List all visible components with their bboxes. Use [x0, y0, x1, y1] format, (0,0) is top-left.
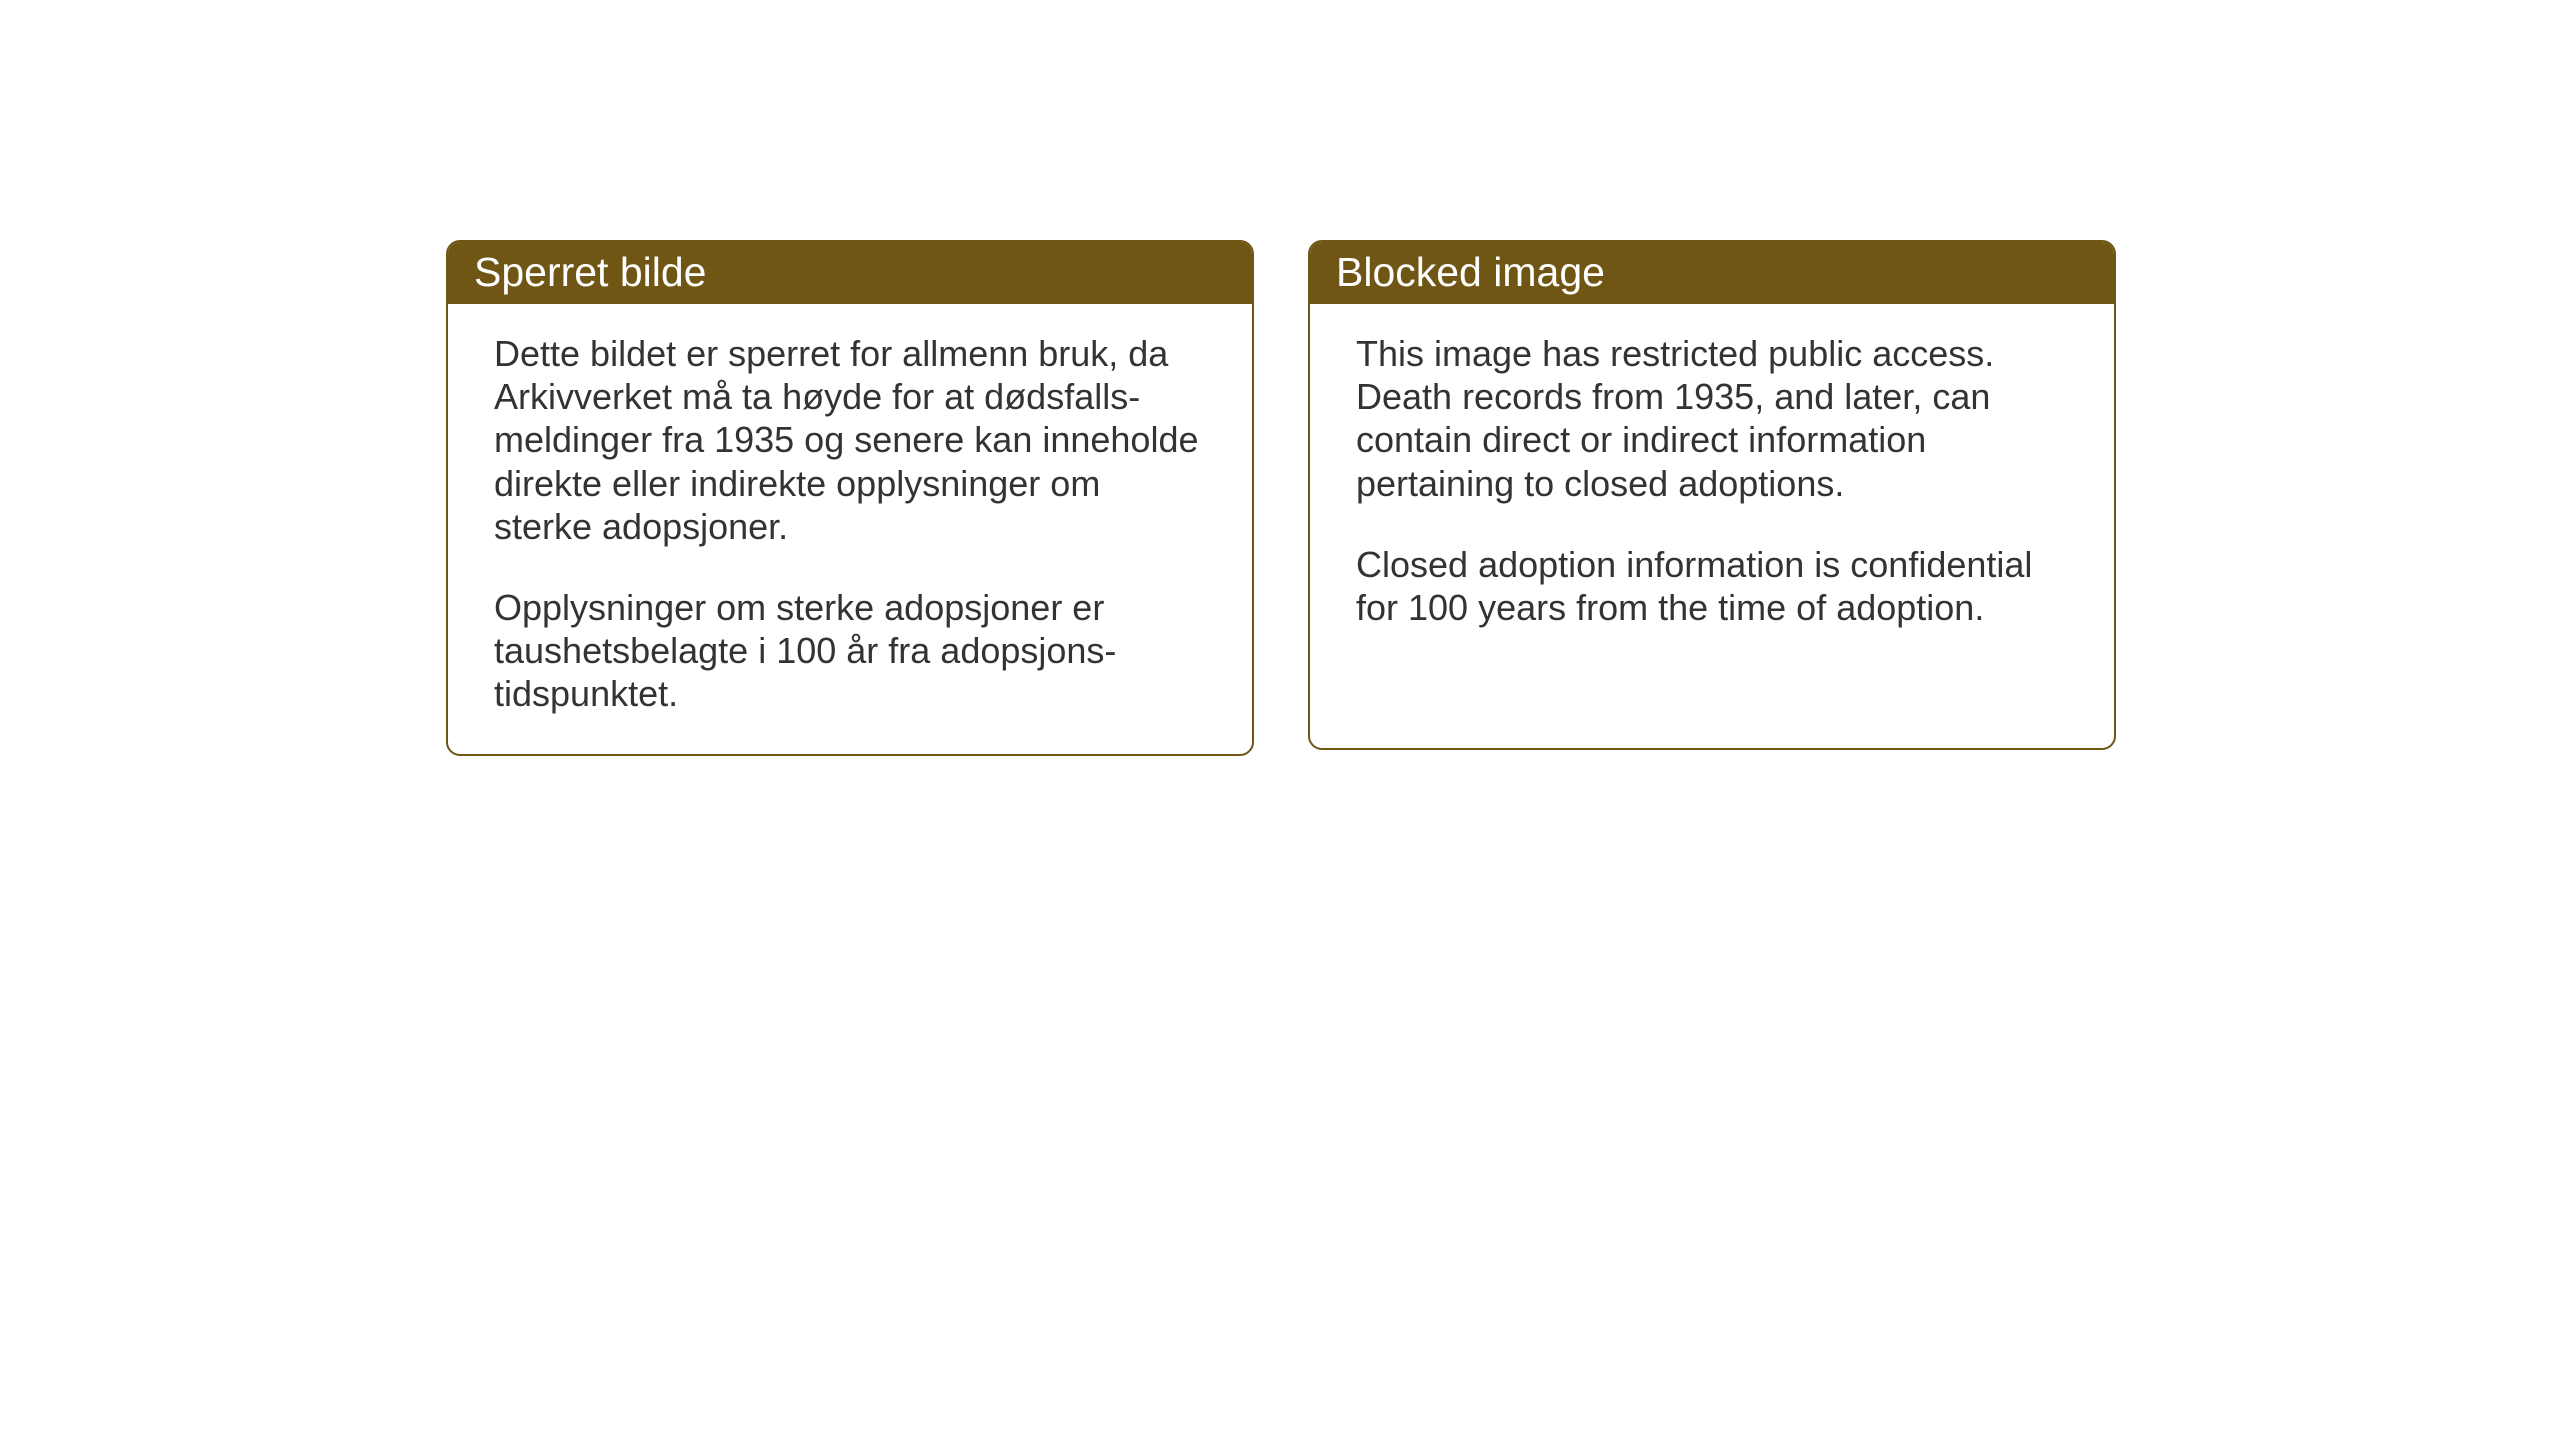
notice-card-english: Blocked image This image has restricted …: [1308, 240, 2116, 750]
card-body-norwegian: Dette bildet er sperret for allmenn bruk…: [448, 304, 1252, 754]
card-header-norwegian: Sperret bilde: [448, 242, 1252, 304]
card-paragraph-2-english: Closed adoption information is confident…: [1356, 543, 2068, 629]
card-header-english: Blocked image: [1310, 242, 2114, 304]
card-body-english: This image has restricted public access.…: [1310, 304, 2114, 667]
notice-cards-container: Sperret bilde Dette bildet er sperret fo…: [446, 240, 2116, 756]
card-paragraph-2-norwegian: Opplysninger om sterke adopsjoner er tau…: [494, 586, 1206, 716]
notice-card-norwegian: Sperret bilde Dette bildet er sperret fo…: [446, 240, 1254, 756]
card-paragraph-1-norwegian: Dette bildet er sperret for allmenn bruk…: [494, 332, 1206, 548]
card-paragraph-1-english: This image has restricted public access.…: [1356, 332, 2068, 505]
